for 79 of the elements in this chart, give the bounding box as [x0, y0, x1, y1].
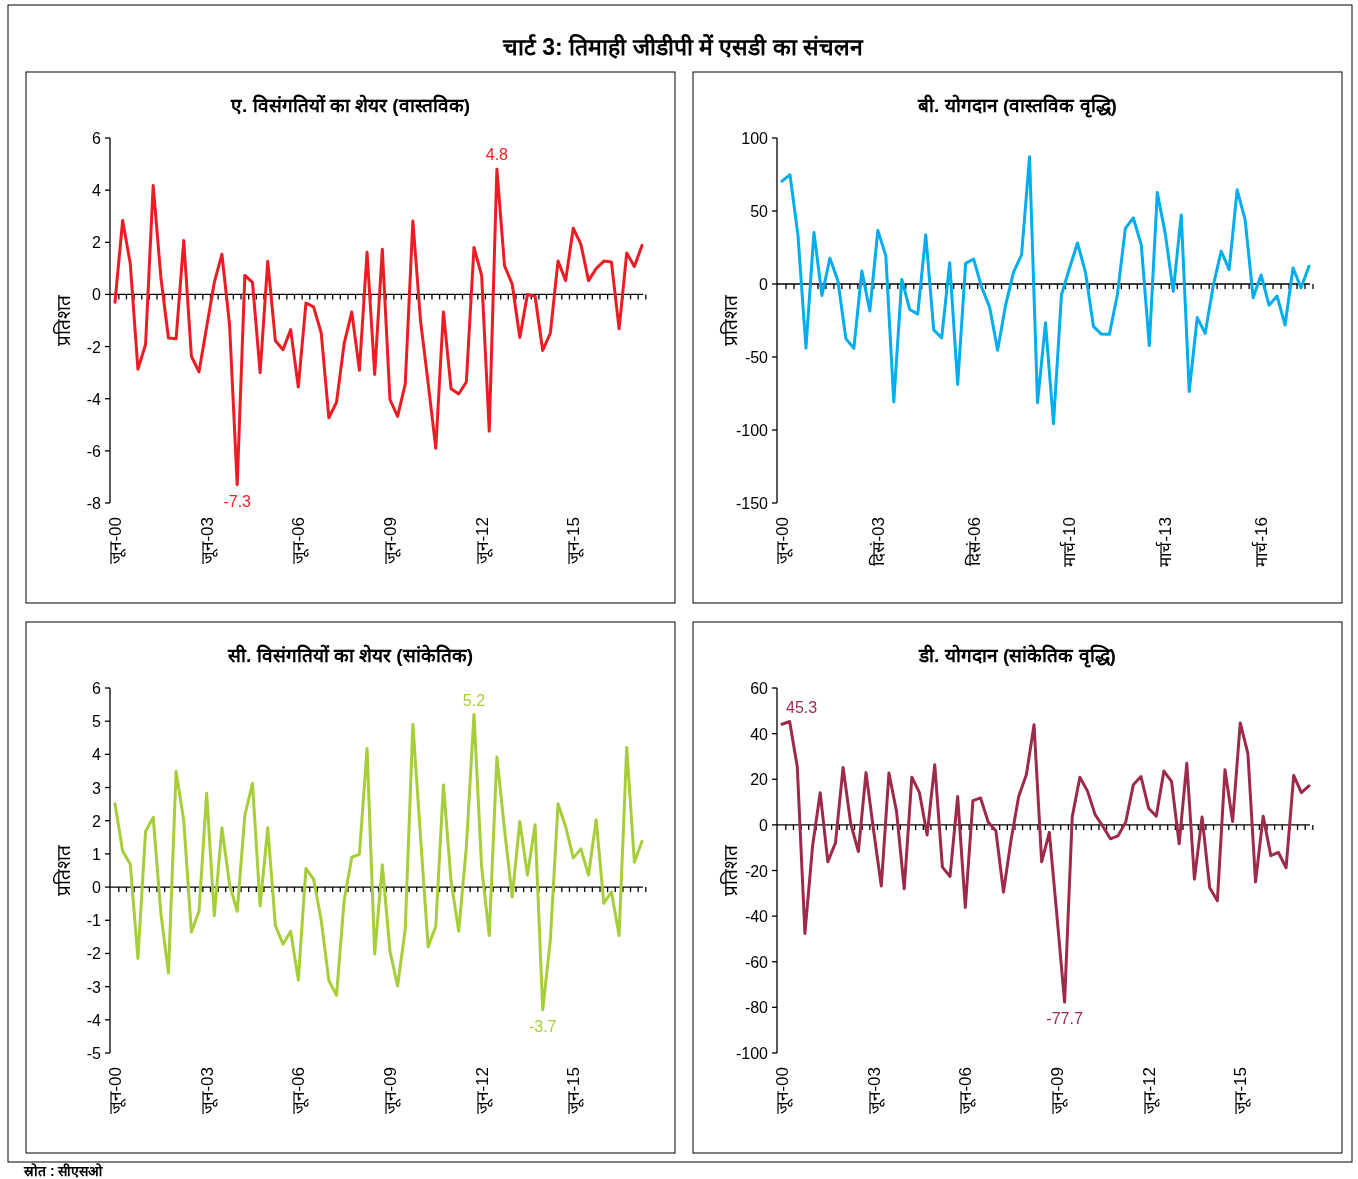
x-tick-label: जून-09	[380, 517, 401, 564]
y-axis-title: प्रतिशत	[52, 844, 74, 896]
x-tick-label: जून-12	[472, 517, 493, 564]
chart-title: सी. विसंगतियों का शेयर (सांकेतिक)	[226, 644, 474, 666]
x-tick-label: मार्च-16	[1251, 517, 1272, 567]
x-tick-label: जून-03	[197, 517, 218, 564]
y-tick-label: 50	[750, 203, 769, 220]
y-tick-label: -50	[744, 349, 769, 366]
y-tick-label: -1	[86, 912, 102, 930]
y-tick-label: -80	[744, 999, 769, 1017]
y-tick-label: 4	[92, 182, 102, 200]
x-tick-label: जून-06	[289, 1067, 310, 1114]
y-tick-label: -2	[86, 945, 102, 963]
chart-title: डी. योगदान (सांकेतिक वृद्धि)	[918, 644, 1116, 668]
x-tick-label: जून-03	[197, 1067, 218, 1114]
x-tick-label: जून-06	[956, 1067, 977, 1114]
chart-title: बी. योगदान (वास्तविक वृद्धि)	[917, 94, 1117, 118]
y-tick-label: 4	[92, 746, 102, 764]
y-tick-label: 20	[750, 771, 769, 789]
y-tick-label: 1	[92, 845, 102, 863]
x-tick-label: जून-06	[289, 517, 310, 564]
line-series	[780, 720, 1311, 1004]
y-tick-label: -150	[735, 495, 769, 512]
y-axis-title: प्रतिशत	[52, 294, 74, 346]
y-tick-label: 40	[750, 725, 769, 743]
y-tick-label: 2	[92, 234, 102, 252]
x-tick-label: दिसं-03	[867, 517, 888, 566]
text: चार्ट 3: तिमाही जीडीपी में एसडी का संचलन	[501, 33, 865, 60]
data-label: 5.2	[462, 691, 486, 709]
y-tick-label: -4	[86, 390, 102, 408]
x-tick-label: जून-09	[1047, 1067, 1068, 1114]
y-tick-label: 6	[92, 680, 102, 697]
x-tick-label: जून-00	[106, 517, 126, 564]
x-tick-label: मार्च-10	[1059, 517, 1080, 567]
x-tick-label: जून-00	[106, 1067, 126, 1114]
x-tick-label: जून-15	[1231, 1067, 1252, 1114]
line-series	[113, 167, 644, 487]
y-tick-label: -6	[86, 442, 102, 460]
y-tick-label: -5	[86, 1045, 102, 1062]
y-tick-label: -60	[744, 953, 769, 971]
data-label: -77.7	[1046, 1010, 1083, 1028]
x-tick-label: जून-09	[380, 1067, 401, 1114]
data-label: 4.8	[485, 146, 509, 164]
y-tick-label: 0	[759, 276, 769, 293]
x-tick-label: जून-12	[472, 1067, 493, 1114]
x-tick-label: जून-12	[1139, 1067, 1160, 1114]
x-tick-label: जून-03	[864, 1067, 885, 1114]
y-tick-label: 2	[92, 812, 102, 830]
y-tick-label: 5	[92, 713, 102, 731]
y-tick-label: -40	[744, 908, 769, 926]
y-tick-label: 0	[92, 879, 102, 897]
data-label: -3.7	[528, 1017, 557, 1035]
y-tick-label: -8	[86, 495, 102, 512]
y-tick-label: 6	[92, 130, 102, 147]
y-tick-label: -100	[735, 1045, 769, 1062]
y-tick-label: -4	[86, 1011, 102, 1029]
y-tick-label: 0	[92, 286, 102, 304]
data-label: 45.3	[786, 698, 818, 716]
x-tick-label: जून-15	[564, 1067, 585, 1114]
x-tick-label: जून-15	[564, 517, 585, 564]
line-series	[113, 713, 644, 1012]
y-tick-label: -20	[744, 862, 769, 880]
y-tick-label: 100	[741, 130, 769, 147]
data-label: -7.3	[223, 492, 252, 510]
y-tick-label: -3	[86, 978, 102, 996]
x-tick-label: दिसं-06	[963, 517, 984, 566]
y-axis-title: प्रतिशत	[719, 294, 741, 346]
y-tick-label: 0	[759, 816, 769, 834]
y-tick-label: 3	[92, 779, 102, 797]
x-tick-label: जून-00	[773, 517, 793, 564]
x-tick-label: जून-00	[773, 1067, 793, 1114]
y-tick-label: -2	[86, 338, 102, 356]
y-tick-label: 60	[750, 680, 769, 697]
line-series	[780, 155, 1311, 426]
y-axis-title: प्रतिशत	[719, 844, 741, 896]
text: स्रोत : सीएसओ	[23, 1163, 104, 1179]
chart-title: ए. विसंगतियों का शेयर (वास्तविक)	[229, 94, 471, 116]
y-tick-label: -100	[735, 422, 769, 439]
x-tick-label: मार्च-13	[1155, 517, 1176, 567]
